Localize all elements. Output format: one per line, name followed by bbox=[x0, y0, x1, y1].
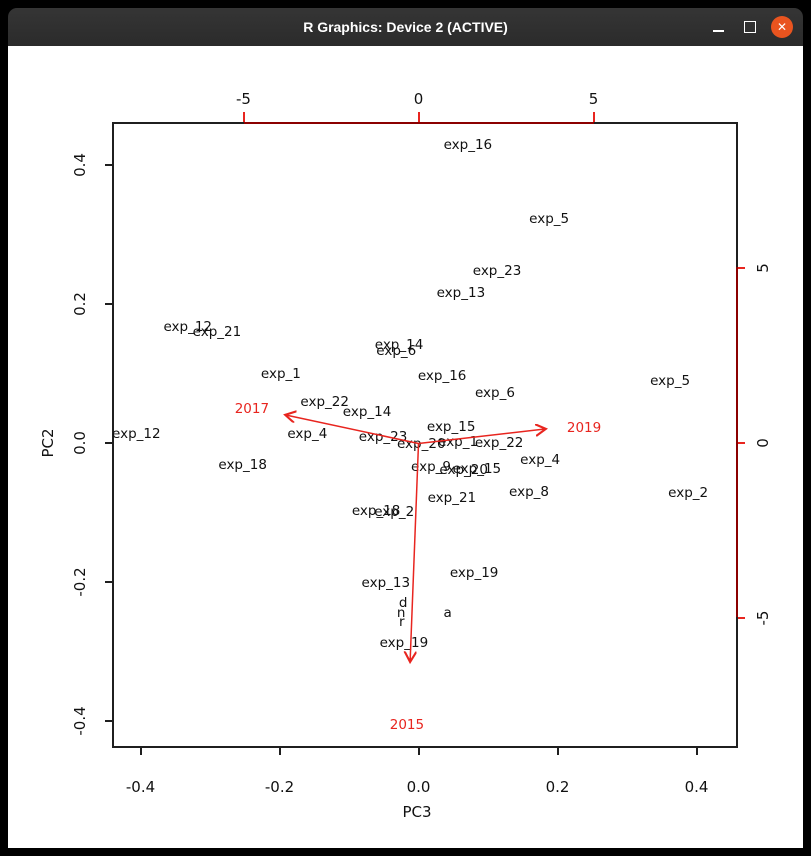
top-axis-tick bbox=[242, 112, 245, 122]
point-label: exp_2 bbox=[668, 485, 709, 502]
loading-label: 2017 bbox=[234, 400, 270, 417]
right-axis-tick bbox=[738, 266, 745, 269]
x-axis-tick-label: 0.4 bbox=[684, 778, 709, 796]
y-axis-tick-label: 0.4 bbox=[71, 152, 89, 177]
point-label: exp_12 bbox=[112, 426, 161, 443]
right-axis-tick-label: -5 bbox=[754, 610, 772, 625]
point-label: exp_8 bbox=[509, 483, 549, 500]
x-axis-tick bbox=[417, 748, 420, 755]
y-axis-tick bbox=[105, 719, 112, 722]
loading-label: 2019 bbox=[566, 420, 602, 437]
point-label: exp_6 bbox=[376, 342, 417, 359]
point-label: exp_21 bbox=[192, 323, 242, 340]
point-label: exp_12 bbox=[163, 319, 213, 336]
y-axis-tick-label: 0.2 bbox=[71, 291, 89, 316]
point-label: r bbox=[399, 613, 405, 630]
point-label: exp_14 bbox=[374, 337, 424, 354]
close-button[interactable]: ✕ bbox=[771, 16, 793, 38]
right-axis-tick-label: 5 bbox=[754, 262, 772, 273]
maximize-icon bbox=[744, 21, 756, 33]
top-axis-tick-label: 5 bbox=[588, 90, 599, 108]
top-axis-red-line bbox=[243, 122, 594, 124]
point-label: d bbox=[398, 595, 408, 612]
x-axis-tick bbox=[139, 748, 142, 755]
y-axis-tick bbox=[105, 163, 112, 166]
window-title: R Graphics: Device 2 (ACTIVE) bbox=[303, 19, 508, 35]
point-label: exp_9 bbox=[411, 458, 451, 475]
point-label: exp_18 bbox=[351, 503, 401, 520]
point-label: exp_15 bbox=[426, 419, 476, 436]
point-label: exp_18 bbox=[218, 456, 267, 473]
point-label: a bbox=[443, 604, 452, 621]
minimize-button[interactable] bbox=[707, 16, 729, 38]
plot-canvas: -0.4 -0.2 0.0 0.2 0.4 0.4 0.2 0.0 -0.2 -0.4 -5 0 5 5 0… bbox=[8, 46, 803, 848]
top-axis-tick-label: -5 bbox=[236, 90, 251, 108]
y-axis-tick-label: -0.2 bbox=[71, 566, 89, 597]
y-axis-title: PC2 bbox=[39, 428, 57, 458]
x-axis-tick-label: -0.4 bbox=[125, 778, 156, 796]
y-axis-tick bbox=[105, 441, 112, 444]
y-axis-tick bbox=[105, 580, 112, 583]
point-label: n bbox=[396, 604, 406, 621]
x-axis-tick bbox=[556, 748, 559, 755]
point-label: exp_2 bbox=[374, 504, 415, 520]
point-label: exp_6 bbox=[474, 385, 515, 402]
point-label: exp_5 bbox=[650, 373, 691, 390]
top-axis-tick bbox=[592, 112, 595, 122]
point-label: exp_13 bbox=[436, 285, 486, 302]
x-axis-title: PC3 bbox=[402, 803, 432, 821]
x-axis-tick bbox=[278, 748, 281, 755]
y-axis-tick-label: 0.0 bbox=[71, 430, 89, 455]
x-axis-tick-label: -0.2 bbox=[264, 778, 295, 796]
point-label: exp_14 bbox=[342, 403, 392, 420]
point-label: exp_22 bbox=[474, 435, 524, 452]
point-label: exp_21 bbox=[427, 490, 477, 507]
point-label: exp_13 bbox=[361, 574, 411, 591]
y-axis-tick-label: -0.4 bbox=[71, 705, 89, 736]
point-label: exp_19 bbox=[449, 565, 499, 582]
right-axis-tick bbox=[738, 616, 745, 619]
point-label: exp_16 bbox=[443, 137, 493, 154]
y-axis-tick bbox=[105, 302, 112, 305]
x-axis-tick bbox=[695, 748, 698, 755]
point-label: exp_19 bbox=[379, 634, 429, 651]
loading-label: 2015 bbox=[389, 716, 425, 733]
point-label: exp_4 bbox=[287, 426, 328, 443]
right-axis-red-line bbox=[736, 267, 738, 617]
point-label: exp_5 bbox=[529, 210, 570, 227]
point-label: exp_16 bbox=[417, 367, 467, 384]
titlebar[interactable]: R Graphics: Device 2 (ACTIVE) ✕ bbox=[8, 8, 803, 46]
point-label: exp_15 bbox=[452, 460, 502, 477]
point-label: exp_4 bbox=[520, 451, 561, 468]
x-axis-tick-label: 0.0 bbox=[406, 778, 431, 796]
point-label: exp_1 bbox=[438, 433, 479, 450]
right-axis-tick-label: 0 bbox=[754, 437, 772, 448]
point-label: exp_20 bbox=[439, 462, 488, 479]
window-controls: ✕ bbox=[707, 16, 793, 38]
point-label: exp_23 bbox=[472, 262, 522, 279]
right-axis-tick bbox=[738, 441, 745, 444]
close-icon: ✕ bbox=[776, 20, 788, 34]
minimize-icon bbox=[712, 30, 724, 32]
top-axis-tick-label: 0 bbox=[413, 90, 424, 108]
point-label: exp_1 bbox=[260, 365, 301, 382]
point-label: exp_22 bbox=[300, 394, 349, 411]
top-axis-tick bbox=[417, 112, 420, 122]
maximize-button[interactable] bbox=[739, 16, 761, 38]
x-axis-tick-label: 0.2 bbox=[545, 778, 570, 796]
